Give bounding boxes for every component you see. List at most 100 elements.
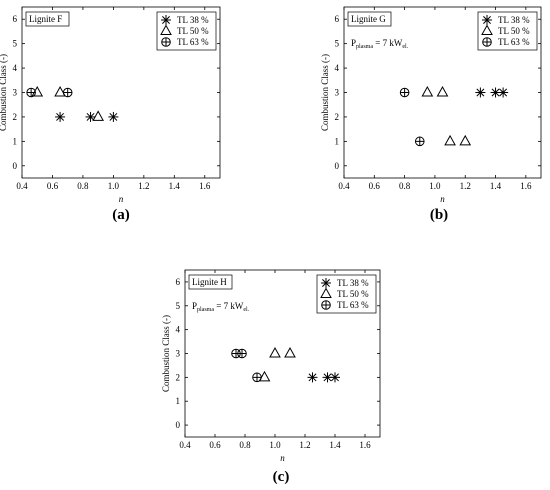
legend-entry: TL 63 % [337,300,369,310]
legend-marker-circle-plus [321,300,331,310]
legend-box [156,11,217,51]
y-tick-label: 1 [176,396,181,406]
plasma-power-annotation: Pplasma = 7 kWel. [351,38,409,50]
legend-entry: TL 50 % [337,289,369,299]
x-tick-label: 1.6 [520,181,532,191]
panel-caption: (c) [273,469,290,485]
data-point-asterisk [475,87,486,98]
y-tick-label: 2 [176,372,181,382]
data-point-circle-plus [252,372,262,383]
x-tick-label: 0.4 [16,181,28,191]
y-axis-title: Combustion Class (-) [0,54,8,131]
legend-entry: TL 63 % [498,37,530,47]
legend-entry: TL 63 % [177,37,209,47]
x-tick-label: 1.6 [199,181,211,191]
y-tick-label: 3 [176,349,181,359]
plasma-power-annotation: Pplasma = 7 kWel. [192,301,250,313]
chart-panel-3: 0.4 0.6 0.8 1.0 1.2 1.4 1.6 0 1 2 3 4 5 6 n Combustion … [161,269,381,485]
data-point-asterisk [330,372,340,383]
panel-label: Lignite F [29,14,62,24]
y-tick-label: 4 [13,63,18,73]
data-point-circle-plus [414,136,425,147]
panel-label-box [188,274,233,290]
panel-label: Lignite G [351,14,386,24]
y-tick-label: 4 [176,325,181,335]
x-tick-label: 1.0 [269,440,281,450]
panel-caption: (a) [112,207,130,223]
data-point-asterisk [108,111,119,122]
data-point-asterisk [55,111,66,122]
panel-label-box [25,11,70,27]
y-tick-label: 6 [13,14,18,24]
panel-caption: (b) [430,207,448,223]
y-tick-label: 2 [335,112,340,122]
legend-entry: TL 50 % [177,26,209,36]
data-point-circle-plus [399,87,410,98]
x-tick-label: 1.6 [359,440,371,450]
y-tick-label: 0 [335,161,340,171]
x-axis-title: n [119,194,124,204]
legend-marker-triangle [320,287,332,298]
x-tick-label: 1.4 [329,440,341,450]
x-tick-label: 0.4 [338,181,350,191]
data-point-triangle [54,85,66,97]
y-tick-label: 6 [176,277,181,287]
data-point-circle-plus [26,87,36,98]
legend-entry: TL 50 % [498,26,530,36]
legend-entry: TL 38 % [177,15,209,25]
y-tick-label: 0 [176,420,181,430]
y-tick-label: 6 [335,14,340,24]
y-tick-label: 5 [335,39,340,49]
x-tick-label: 1.2 [299,440,310,450]
x-tick-label: 1.0 [429,181,441,191]
y-tick-label: 1 [335,136,340,146]
legend-marker-circle-plus [161,37,171,47]
data-point-triangle [258,370,271,382]
legend-marker-circle-plus [482,37,492,47]
legend-entry: TL 38 % [337,278,369,288]
x-tick-label: 0.8 [77,181,89,191]
data-point-asterisk [498,87,509,98]
x-tick-label: 1.4 [490,181,502,191]
y-tick-label: 4 [335,63,340,73]
x-axis-title: n [440,194,445,204]
legend-box [316,274,377,314]
data-point-triangle [421,85,434,97]
x-tick-label: 0.6 [369,181,381,191]
chart-panel-1: 0.4 0.6 0.8 1.0 1.2 1.4 1.6 0 1 2 3 4 5 6 n Combustion … [0,6,221,223]
x-tick-label: 0.4 [179,440,191,450]
data-point-triangle [31,85,44,97]
legend-entry: TL 38 % [498,15,530,25]
data-point-triangle [459,134,472,146]
x-tick-label: 0.6 [47,181,59,191]
y-axis-title: Combustion Class (-) [161,315,171,392]
x-tick-label: 1.2 [460,181,471,191]
data-point-triangle [444,134,456,146]
y-tick-label: 1 [13,136,18,146]
y-tick-label: 3 [335,88,340,98]
x-tick-label: 0.6 [209,440,221,450]
legend-marker-triangle [160,24,172,35]
y-tick-label: 5 [13,39,18,49]
legend-marker-asterisk [161,15,171,25]
data-point-triangle [284,346,296,358]
x-tick-label: 1.0 [108,181,120,191]
x-tick-label: 0.8 [239,440,251,450]
data-point-asterisk [490,87,501,98]
panel-label: Lignite H [192,277,227,287]
data-point-triangle [436,85,449,97]
x-tick-label: 1.4 [169,181,181,191]
x-tick-label: 0.8 [399,181,411,191]
legend-box [477,11,538,51]
legend-marker-triangle [481,24,493,35]
x-tick-label: 1.2 [138,181,149,191]
x-axis-title: n [280,453,285,463]
legend-marker-asterisk [482,15,492,25]
y-tick-label: 5 [176,301,181,311]
data-point-triangle [269,346,281,358]
data-point-circle-plus [62,87,73,98]
data-point-triangle [92,110,105,121]
data-point-asterisk [85,111,96,122]
data-point-asterisk [307,372,318,383]
